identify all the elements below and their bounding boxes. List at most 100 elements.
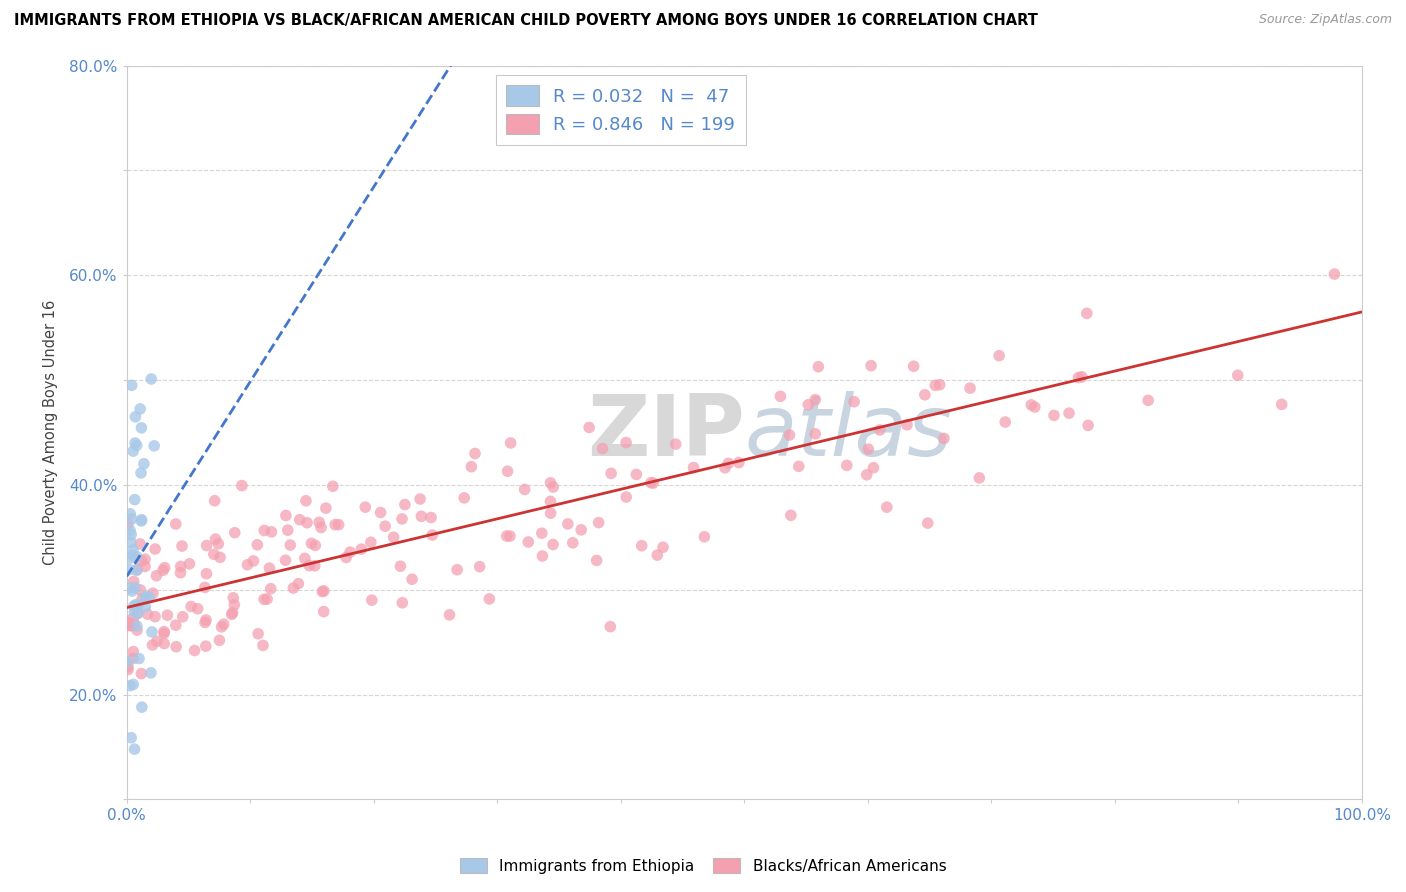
Point [187, 601, 209, 615]
Point [1019, 398, 1042, 412]
Point [614, 435, 637, 450]
Point [122, 611, 145, 625]
Point [283, 581, 305, 595]
Point [131, 700, 153, 714]
Point [121, 584, 143, 599]
Point [630, 539, 652, 553]
Point [125, 598, 148, 612]
Point [994, 415, 1017, 429]
Point [152, 563, 174, 577]
Point [124, 742, 146, 756]
Point [599, 620, 621, 634]
Point [120, 731, 142, 745]
Point [134, 552, 156, 566]
Point [855, 467, 877, 482]
Point [478, 591, 501, 606]
Point [645, 548, 668, 562]
Point [120, 507, 142, 521]
Point [460, 459, 482, 474]
Point [585, 553, 607, 567]
Point [1070, 369, 1092, 384]
Point [309, 520, 332, 534]
Point [209, 550, 232, 565]
Point [298, 558, 321, 573]
Point [156, 608, 179, 623]
Point [221, 606, 243, 620]
Point [131, 666, 153, 681]
Point [194, 581, 217, 595]
Point [122, 644, 145, 658]
Point [1323, 267, 1346, 281]
Point [236, 558, 259, 572]
Point [117, 517, 139, 532]
Point [170, 539, 193, 553]
Point [626, 467, 648, 482]
Point [120, 524, 142, 538]
Point [124, 581, 146, 595]
Point [600, 467, 623, 481]
Point [578, 420, 600, 434]
Point [125, 563, 148, 577]
Point [1077, 418, 1099, 433]
Text: Source: ZipAtlas.com: Source: ZipAtlas.com [1258, 13, 1392, 27]
Point [807, 359, 830, 374]
Point [125, 549, 148, 564]
Point [374, 519, 396, 533]
Point [439, 607, 461, 622]
Point [557, 516, 579, 531]
Point [1043, 409, 1066, 423]
Point [787, 459, 810, 474]
Point [204, 493, 226, 508]
Point [495, 529, 517, 543]
Point [592, 442, 614, 456]
Point [468, 559, 491, 574]
Point [122, 599, 145, 613]
Point [170, 559, 193, 574]
Point [118, 563, 141, 577]
Point [1264, 37, 1286, 52]
Point [530, 526, 553, 541]
Point [401, 572, 423, 586]
Point [382, 530, 405, 544]
Point [1057, 406, 1080, 420]
Point [295, 516, 318, 530]
Point [118, 618, 141, 632]
Point [391, 596, 413, 610]
Point [134, 599, 156, 614]
Point [304, 558, 326, 573]
Point [132, 457, 155, 471]
Point [862, 460, 884, 475]
Point [127, 607, 149, 621]
Point [194, 615, 217, 630]
Point [124, 436, 146, 450]
Point [145, 568, 167, 582]
Point [614, 490, 637, 504]
Point [125, 438, 148, 452]
Point [914, 388, 936, 402]
Point [127, 607, 149, 621]
Point [129, 582, 152, 597]
Point [779, 508, 801, 523]
Point [312, 584, 335, 599]
Legend: Immigrants from Ethiopia, Blacks/African Americans: Immigrants from Ethiopia, Blacks/African… [454, 852, 952, 880]
Point [131, 591, 153, 606]
Point [260, 524, 283, 539]
Point [153, 626, 176, 640]
Point [253, 524, 276, 538]
Point [120, 527, 142, 541]
Point [127, 562, 149, 576]
Point [714, 460, 737, 475]
Point [120, 619, 142, 633]
Point [903, 359, 925, 374]
Point [212, 617, 235, 632]
Point [274, 508, 297, 523]
Point [143, 439, 166, 453]
Point [117, 615, 139, 630]
Text: ZIP: ZIP [586, 391, 744, 474]
Point [315, 501, 337, 516]
Point [988, 349, 1011, 363]
Point [124, 605, 146, 619]
Point [842, 394, 865, 409]
Point [224, 525, 246, 540]
Point [420, 510, 443, 524]
